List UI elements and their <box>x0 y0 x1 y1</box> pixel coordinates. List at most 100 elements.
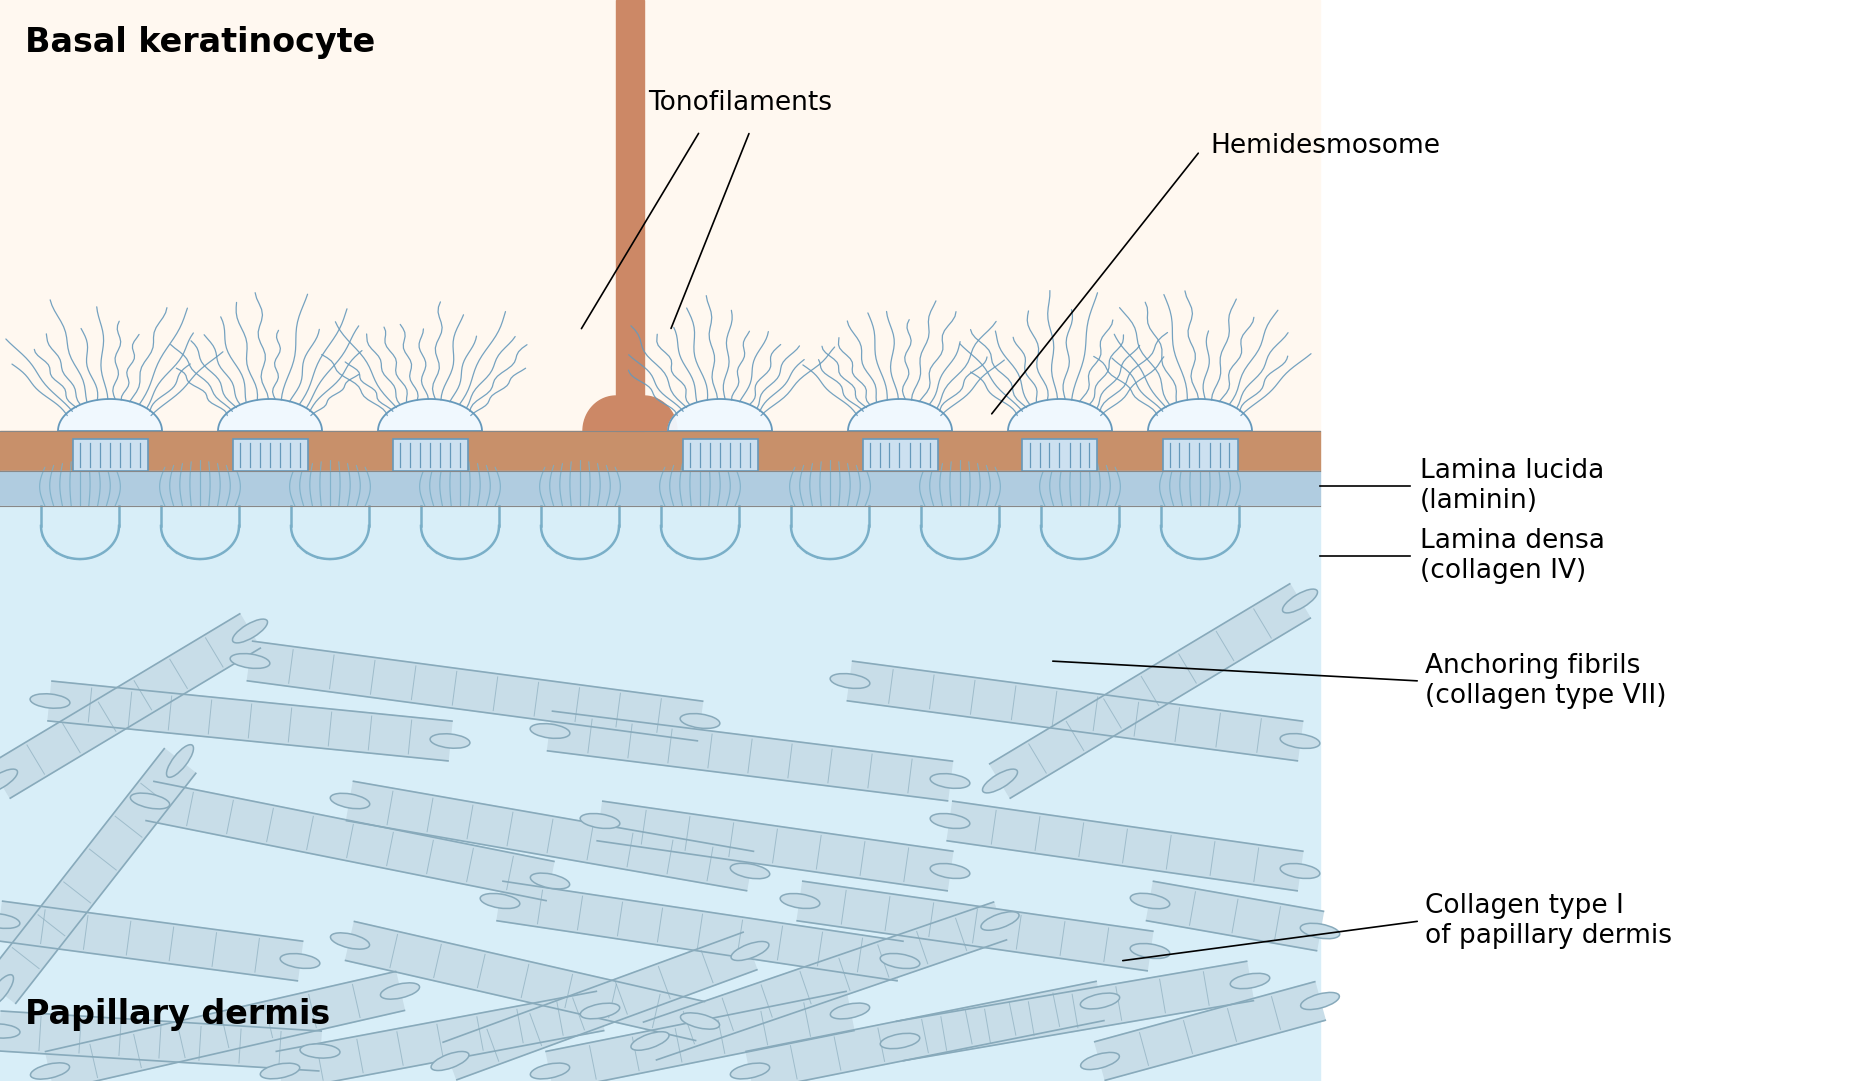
Text: Lamina lucida
(laminin): Lamina lucida (laminin) <box>1421 458 1604 513</box>
Polygon shape <box>0 614 260 798</box>
Ellipse shape <box>233 619 267 643</box>
Bar <box>0 506 1320 1081</box>
Polygon shape <box>146 782 554 900</box>
Ellipse shape <box>680 713 721 729</box>
Ellipse shape <box>230 654 271 668</box>
Text: Hemidesmosome: Hemidesmosome <box>1210 133 1439 159</box>
Ellipse shape <box>730 864 769 879</box>
Polygon shape <box>58 399 162 431</box>
Ellipse shape <box>581 814 620 828</box>
Ellipse shape <box>30 694 69 708</box>
Text: Tonofilaments: Tonofilaments <box>648 90 833 116</box>
Ellipse shape <box>879 1033 920 1049</box>
Ellipse shape <box>930 864 969 879</box>
Bar <box>233 439 308 471</box>
Ellipse shape <box>530 873 569 889</box>
Polygon shape <box>583 396 650 431</box>
Polygon shape <box>547 711 952 801</box>
Ellipse shape <box>581 1003 620 1018</box>
Bar <box>1163 439 1238 471</box>
Ellipse shape <box>980 911 1019 931</box>
Ellipse shape <box>166 745 194 777</box>
Ellipse shape <box>1130 944 1171 959</box>
Ellipse shape <box>330 933 370 949</box>
Ellipse shape <box>631 1031 668 1051</box>
Bar <box>863 439 937 471</box>
Bar <box>392 439 467 471</box>
Ellipse shape <box>1081 1053 1120 1069</box>
Polygon shape <box>747 982 1103 1081</box>
Polygon shape <box>0 749 196 1003</box>
Polygon shape <box>377 399 482 431</box>
Ellipse shape <box>1299 923 1341 938</box>
Ellipse shape <box>730 1063 769 1079</box>
Ellipse shape <box>1281 864 1320 879</box>
Ellipse shape <box>429 734 470 748</box>
Polygon shape <box>990 584 1311 798</box>
Polygon shape <box>49 681 452 761</box>
Polygon shape <box>347 782 754 891</box>
Polygon shape <box>218 399 321 431</box>
Polygon shape <box>1148 399 1253 431</box>
Bar <box>616 0 644 431</box>
Polygon shape <box>848 662 1303 761</box>
Ellipse shape <box>930 814 969 828</box>
Ellipse shape <box>260 1064 301 1079</box>
Polygon shape <box>947 801 1303 891</box>
Bar <box>1023 439 1098 471</box>
Ellipse shape <box>0 769 17 792</box>
Polygon shape <box>668 399 771 431</box>
Bar <box>73 439 147 471</box>
Bar <box>0 471 1320 506</box>
Ellipse shape <box>1283 589 1318 613</box>
Ellipse shape <box>831 1003 870 1019</box>
Ellipse shape <box>982 769 1018 792</box>
Bar <box>0 0 1320 431</box>
Polygon shape <box>345 921 704 1041</box>
Bar <box>0 431 1320 471</box>
Ellipse shape <box>930 774 969 788</box>
Polygon shape <box>442 932 756 1080</box>
Ellipse shape <box>1301 992 1339 1010</box>
Polygon shape <box>545 991 853 1081</box>
Polygon shape <box>45 972 405 1081</box>
Ellipse shape <box>1281 734 1320 748</box>
Ellipse shape <box>131 793 170 809</box>
Text: Lamina densa
(collagen IV): Lamina densa (collagen IV) <box>1421 528 1606 584</box>
Ellipse shape <box>0 913 21 929</box>
Ellipse shape <box>732 942 769 961</box>
Text: Basal keratinocyte: Basal keratinocyte <box>24 26 375 59</box>
Ellipse shape <box>680 1013 719 1029</box>
Ellipse shape <box>30 1063 69 1079</box>
Polygon shape <box>644 902 1006 1059</box>
Text: Papillary dermis: Papillary dermis <box>24 998 330 1031</box>
Polygon shape <box>1008 399 1113 431</box>
Ellipse shape <box>530 723 569 738</box>
Text: Collagen type I
of papillary dermis: Collagen type I of papillary dermis <box>1425 893 1673 949</box>
Polygon shape <box>611 396 678 431</box>
Ellipse shape <box>431 1052 469 1070</box>
Polygon shape <box>276 991 603 1081</box>
Bar <box>683 439 758 471</box>
Polygon shape <box>597 801 952 891</box>
Ellipse shape <box>1230 973 1270 989</box>
Ellipse shape <box>1081 993 1120 1009</box>
Polygon shape <box>797 881 1152 971</box>
Ellipse shape <box>330 793 370 809</box>
Ellipse shape <box>381 983 420 999</box>
Text: Anchoring fibrils
(collagen type VII): Anchoring fibrils (collagen type VII) <box>1425 653 1667 709</box>
Polygon shape <box>497 881 904 980</box>
Ellipse shape <box>280 953 319 969</box>
Ellipse shape <box>780 894 820 908</box>
Polygon shape <box>0 902 302 980</box>
Polygon shape <box>896 961 1253 1060</box>
Ellipse shape <box>831 673 870 689</box>
Ellipse shape <box>301 1044 340 1058</box>
Ellipse shape <box>1130 893 1171 909</box>
Polygon shape <box>0 1011 321 1071</box>
Ellipse shape <box>480 894 519 908</box>
Ellipse shape <box>530 1063 569 1079</box>
Ellipse shape <box>0 1024 21 1038</box>
Ellipse shape <box>879 953 920 969</box>
Polygon shape <box>246 641 702 740</box>
